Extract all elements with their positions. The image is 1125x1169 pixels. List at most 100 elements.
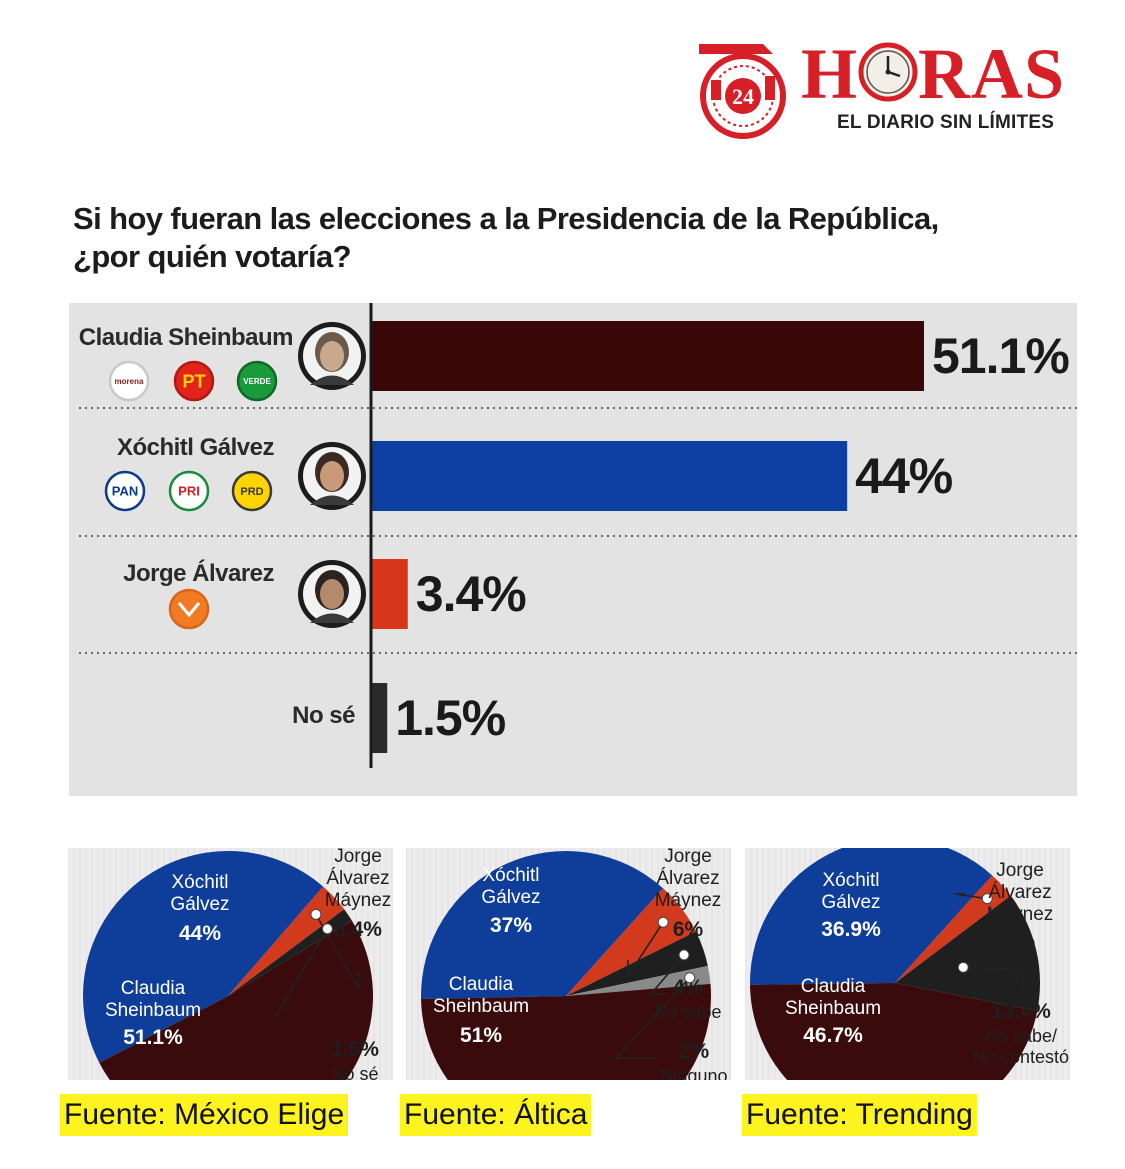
svg-text:51.1%: 51.1% — [123, 1026, 183, 1049]
pie-slice-2 — [228, 909, 352, 996]
pie-label-2: 1.5% No sé — [275, 923, 379, 1080]
svg-text:51%: 51% — [460, 1024, 502, 1047]
svg-text:Xóchitl: Xóchitl — [171, 872, 228, 893]
svg-text:No sé: No sé — [331, 1064, 378, 1080]
svg-text:No contestó: No contestó — [973, 1047, 1069, 1067]
svg-text:Xóchitl: Xóchitl — [482, 865, 539, 886]
svg-text:Máynez: Máynez — [655, 890, 722, 911]
svg-text:No sabe/: No sabe/ — [985, 1026, 1057, 1046]
bar-value-label: 1.5% — [395, 690, 506, 746]
logo-wordmark: H RAS — [801, 38, 1065, 110]
svg-text:6%: 6% — [673, 918, 704, 941]
brand-logo: 24 H RAS EL DIARIO SIN LÍMITES — [693, 38, 1083, 143]
bar-0 — [371, 321, 924, 391]
svg-text:Claudia: Claudia — [449, 974, 514, 995]
svg-text:46.7%: 46.7% — [803, 1024, 863, 1047]
pie-label-2: 13.4% No sabe/No contestó — [957, 961, 1069, 1067]
pie-label-2: 4% No sabe — [649, 949, 722, 1022]
bar-3 — [371, 683, 388, 753]
bar-chart-panel: 51.1% Claudia Sheinbaum 44% Xóchitl Gálvez 3… — [69, 303, 1077, 796]
source-label-2: Fuente: Áltica — [400, 1094, 592, 1136]
source-label-1: Fuente: México Elige — [60, 1094, 349, 1136]
chart-question: Si hoy fueran las elecciones a la Presid… — [73, 200, 1073, 276]
svg-text:1.5%: 1.5% — [331, 1038, 379, 1061]
svg-text:Sheinbaum: Sheinbaum — [433, 996, 529, 1017]
party-logo-verde-icon: VERDE — [236, 360, 278, 402]
party-logo-pt-icon: PT — [173, 360, 215, 402]
svg-text:No sabe: No sabe — [654, 1002, 721, 1022]
bar-value-label: 44% — [855, 448, 953, 504]
pie-chart-altica: Xóchitl Gálvez 37% Jorge Álvarez Máynez 6% 4% No… — [406, 848, 731, 1080]
svg-text:PRD: PRD — [240, 486, 263, 498]
bar-value-label: 51.1% — [932, 328, 1069, 384]
pie-slice-0 — [83, 851, 324, 1063]
bar-category-label: Claudia Sheinbaum — [79, 324, 293, 351]
svg-text:VERDE: VERDE — [243, 377, 271, 386]
party-logo-prd-icon: PRD — [231, 470, 273, 512]
logo-emblem-icon: 24 — [699, 44, 786, 139]
bar-1 — [371, 441, 848, 511]
svg-text:Gálvez: Gálvez — [481, 887, 540, 908]
svg-text:Gálvez: Gálvez — [170, 894, 229, 915]
svg-text:Máynez: Máynez — [987, 904, 1054, 925]
svg-text:Sheinbaum: Sheinbaum — [785, 998, 881, 1019]
logo-tagline: EL DIARIO SIN LÍMITES — [837, 112, 1055, 133]
svg-text:4%: 4% — [673, 976, 704, 999]
party-logo-pri-icon: PRI — [168, 470, 210, 512]
pie-slice-1 — [895, 875, 1011, 983]
candidate-avatar — [298, 560, 366, 628]
bar-category-label: Xóchitl Gálvez — [117, 434, 275, 461]
svg-text:Álvarez: Álvarez — [326, 868, 389, 889]
svg-text:Claudia: Claudia — [801, 976, 866, 997]
party-logo-morena-icon: morena — [108, 360, 150, 402]
source-label-3: Fuente: Trending — [742, 1094, 977, 1136]
candidate-avatar — [298, 322, 366, 390]
svg-text:morena: morena — [115, 377, 144, 386]
pie-slice-3 — [750, 983, 1038, 1080]
svg-text:Máynez: Máynez — [325, 890, 392, 911]
pie-chart-trending: Xóchitl Gálvez 36.9% Jorge Álvarez Máynez 3% 13… — [745, 848, 1070, 1080]
question-line-1: Si hoy fueran las elecciones a la Presid… — [73, 201, 939, 236]
pie-slice-4 — [421, 983, 711, 1080]
svg-text:PAN: PAN — [112, 484, 138, 499]
logo-letter-h: H — [801, 34, 859, 114]
svg-text:Xóchitl: Xóchitl — [822, 870, 879, 891]
svg-text:Álvarez: Álvarez — [656, 868, 719, 889]
svg-text:13.4%: 13.4% — [991, 1000, 1051, 1023]
svg-text:3.4%: 3.4% — [334, 918, 382, 941]
pie-label-3: 2% Ninguno — [614, 972, 728, 1080]
pie-slice-0 — [750, 848, 993, 985]
svg-text:PRI: PRI — [178, 484, 200, 499]
svg-text:44%: 44% — [179, 922, 221, 945]
question-line-2: ¿por quién votaría? — [73, 239, 352, 274]
party-logo-mc-icon — [168, 588, 210, 630]
pie-slice-0 — [421, 851, 664, 1000]
bar-2 — [371, 559, 408, 629]
clock-icon — [858, 42, 918, 102]
bar-category-label: Jorge Álvarez — [123, 559, 274, 587]
pie-chart-mexico-elige: Xóchitl Gálvez 44% Jorge Álvarez Máynez 3.4% 1.… — [68, 848, 393, 1080]
svg-text:37%: 37% — [490, 914, 532, 937]
candidate-avatar — [298, 442, 366, 510]
pie-slice-1 — [566, 888, 696, 996]
bar-chart: 51.1% Claudia Sheinbaum 44% Xóchitl Gálvez 3… — [79, 303, 1077, 768]
svg-text:Claudia: Claudia — [121, 978, 186, 999]
svg-text:PT: PT — [182, 371, 205, 391]
pie-chart-1: XóchitlGálvez44%JorgeÁlvarezMáynez3.4%1.… — [68, 848, 393, 1080]
svg-text:Ninguno: Ninguno — [660, 1066, 727, 1080]
bar-value-label: 3.4% — [416, 566, 527, 622]
pie-slice-3 — [566, 965, 711, 996]
bar-category-label: No sé — [292, 702, 355, 729]
svg-text:Sheinbaum: Sheinbaum — [105, 1000, 201, 1021]
svg-text:Jorge: Jorge — [334, 848, 382, 867]
